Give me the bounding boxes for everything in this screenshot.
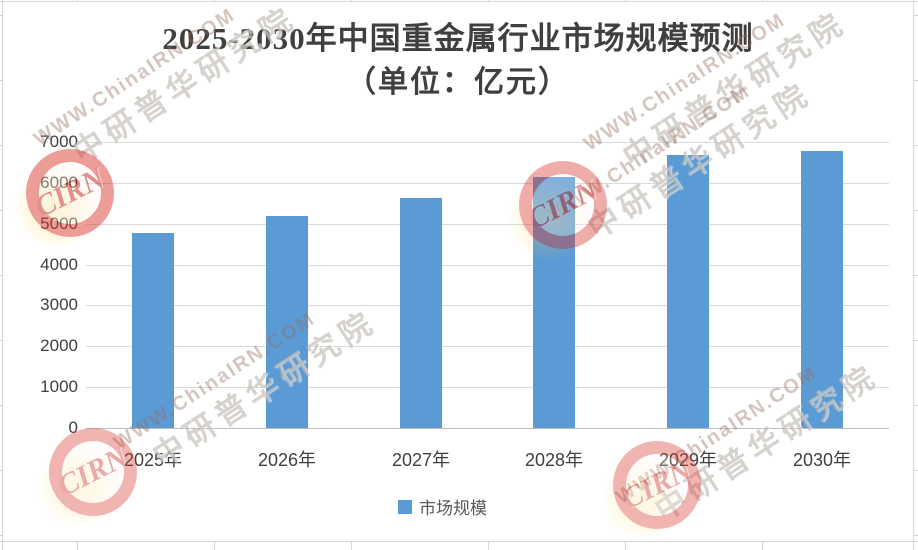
bar-2028年[interactable] <box>533 177 575 428</box>
sheet-gridline <box>0 15 2 16</box>
sheet-gridline-bottom <box>0 541 918 542</box>
sheet-gridline <box>0 275 2 276</box>
sheet-gridline <box>351 541 352 550</box>
sheet-gridline <box>0 470 2 471</box>
sheet-gridline <box>214 541 215 550</box>
x-axis-tick-label: 2029年 <box>658 450 718 470</box>
y-axis-tick-label: 0 <box>68 418 78 437</box>
y-gridline <box>86 387 889 388</box>
y-gridline <box>86 224 889 225</box>
sheet-gridline <box>0 340 2 341</box>
y-axis-tick-label: 4000 <box>40 255 78 274</box>
chart-title-block: 2025-2030年中国重金属行业市场规模预测 （单位：亿元） <box>3 16 913 105</box>
chart-title: 2025-2030年中国重金属行业市场规模预测 <box>162 21 754 56</box>
x-axis-tick-label: 2030年 <box>792 450 852 470</box>
sheet-gridline-left <box>2 0 3 550</box>
sheet-gridline <box>0 535 2 536</box>
y-axis-tick-label: 3000 <box>40 295 78 314</box>
x-axis-line <box>86 428 889 429</box>
y-gridline <box>86 183 889 184</box>
sheet-gridline <box>0 210 2 211</box>
y-gridline <box>86 265 889 266</box>
y-axis-tick-label: 2000 <box>40 336 78 355</box>
bar-2025年[interactable] <box>132 233 174 428</box>
sheet-gridline <box>488 541 489 550</box>
bar-2030年[interactable] <box>801 151 843 428</box>
x-axis-tick-label: 2027年 <box>391 450 451 470</box>
y-gridline <box>86 346 889 347</box>
x-axis-tick-label: 2026年 <box>257 450 317 470</box>
bar-2026年[interactable] <box>266 216 308 428</box>
y-gridline <box>86 305 889 306</box>
chart-subtitle: （单位：亿元） <box>346 66 570 99</box>
bar-2027年[interactable] <box>400 198 442 428</box>
legend[interactable]: 市场规模 <box>398 494 487 519</box>
x-axis-tick-label: 2025年 <box>123 450 183 470</box>
x-axis-tick-label: 2028年 <box>524 450 584 470</box>
sheet-gridline <box>0 405 2 406</box>
bar-2029年[interactable] <box>667 155 709 428</box>
y-axis-tick-label: 5000 <box>40 214 78 233</box>
y-axis-tick-label: 1000 <box>40 377 78 396</box>
sheet-gridline <box>0 145 2 146</box>
sheet-gridline <box>77 541 78 550</box>
legend-swatch-icon <box>398 499 412 514</box>
sheet-gridline <box>625 541 626 550</box>
sheet-gridline-top <box>0 1 918 2</box>
y-axis-tick-label: 6000 <box>40 173 78 192</box>
sheet-gridline <box>762 541 763 550</box>
y-gridline <box>86 142 889 143</box>
legend-label: 市场规模 <box>419 499 487 518</box>
y-axis-tick-label: 7000 <box>40 132 78 151</box>
sheet-gridline <box>0 80 2 81</box>
